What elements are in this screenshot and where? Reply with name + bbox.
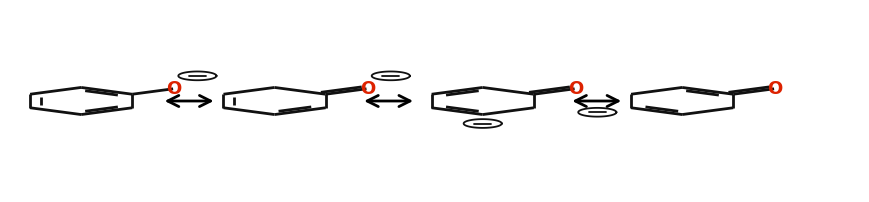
- Text: O: O: [166, 80, 182, 98]
- Text: O: O: [567, 80, 582, 98]
- Text: O: O: [766, 80, 782, 98]
- Text: O: O: [359, 80, 375, 98]
